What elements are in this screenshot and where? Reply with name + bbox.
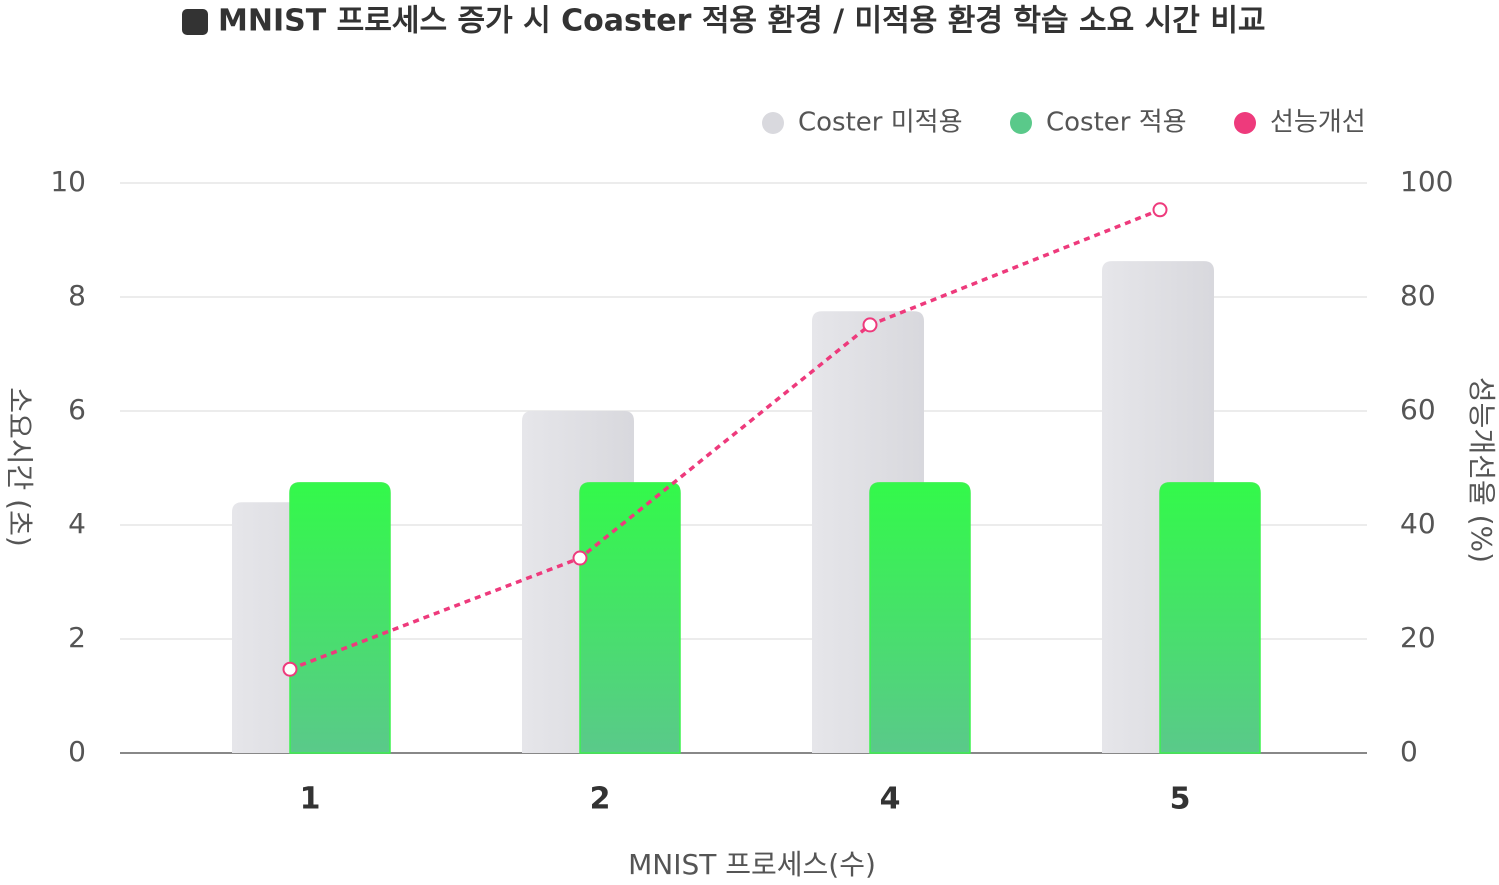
- x-tick-label: 1: [300, 782, 321, 817]
- line-point: [862, 317, 878, 333]
- bar: [1159, 482, 1261, 754]
- y2-tick-label: 100: [1400, 165, 1453, 198]
- y-tick-label: 0: [68, 735, 86, 768]
- y2-tick-label: 80: [1400, 279, 1436, 312]
- line-point: [572, 550, 588, 566]
- legend-label: Coster 적용: [1046, 108, 1187, 138]
- title-icon: [182, 9, 208, 35]
- y-tick-label: 4: [68, 507, 86, 540]
- legend-marker: [1010, 112, 1032, 134]
- x-tick-label: 5: [1170, 782, 1191, 817]
- y-tick-label: 6: [68, 393, 86, 426]
- x-tick-label: 2: [590, 782, 611, 817]
- bar: [289, 482, 391, 754]
- line-point: [1152, 202, 1168, 218]
- legend-marker: [762, 112, 784, 134]
- y2-tick-label: 40: [1400, 507, 1436, 540]
- y-tick-label: 10: [50, 165, 86, 198]
- bar: [869, 482, 971, 754]
- line-point: [282, 661, 298, 677]
- legend-label: Coster 미적용: [798, 108, 963, 138]
- line: [289, 208, 1161, 671]
- bar: [579, 482, 681, 754]
- y2-axis-label: 성능개선율 (%): [1465, 377, 1498, 563]
- y2-tick-label: 20: [1400, 621, 1436, 654]
- x-tick-label: 4: [880, 782, 901, 817]
- legend-label: 선능개선: [1270, 108, 1366, 138]
- y2-tick-label: 0: [1400, 735, 1418, 768]
- y2-tick-label: 60: [1400, 393, 1436, 426]
- y-tick-label: 8: [68, 279, 86, 312]
- x-axis-label: MNIST 프로세스(수): [628, 848, 876, 881]
- legend-marker: [1234, 112, 1256, 134]
- y-tick-label: 2: [68, 621, 86, 654]
- y-axis-label: 소요시간 (초): [3, 387, 36, 547]
- chart-title: MNIST 프로세스 증가 시 Coaster 적용 환경 / 미적용 환경 학…: [218, 4, 1266, 39]
